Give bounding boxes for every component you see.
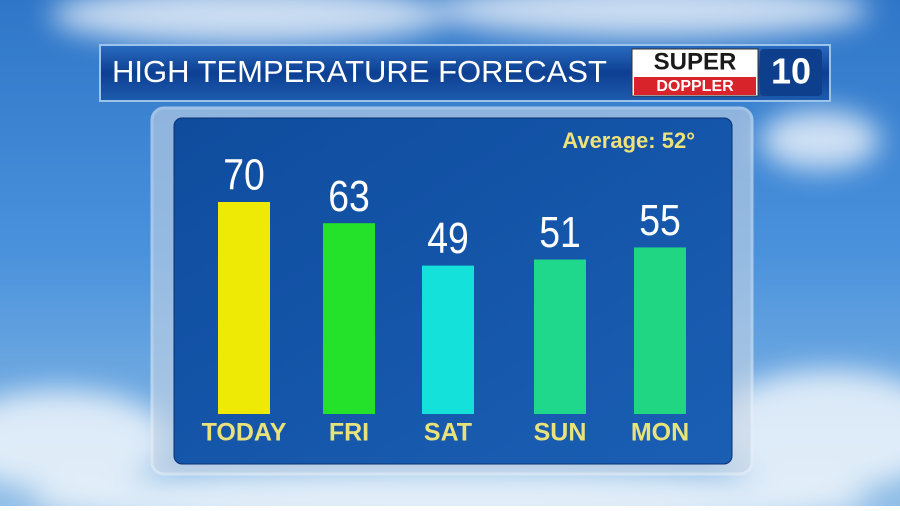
- logo-doppler: DOPPLER: [656, 78, 734, 95]
- logo-super: SUPER: [654, 48, 737, 75]
- bars: 70 TODAY 63 FRI 49 SAT 51 SUN 55 MON: [202, 150, 690, 447]
- category-label: MON: [631, 419, 689, 447]
- bar: [218, 202, 270, 414]
- bar: [634, 247, 686, 414]
- value-label: 63: [328, 171, 370, 221]
- value-label: 49: [427, 213, 469, 263]
- chart-title: HIGH TEMPERATURE FORECAST: [112, 54, 607, 89]
- bar: [323, 223, 375, 414]
- value-label: 55: [639, 195, 681, 245]
- value-label: 51: [539, 207, 581, 257]
- logo-ten-box: [760, 49, 822, 96]
- bar: [534, 259, 586, 414]
- average-label: Average: 52°: [562, 128, 695, 153]
- bar: [422, 265, 474, 414]
- value-label: 70: [223, 150, 265, 200]
- logo: SUPER DOPPLER 10: [631, 48, 822, 97]
- category-label: SAT: [424, 419, 472, 447]
- logo-ten: 10: [771, 51, 811, 92]
- category-label: SUN: [534, 419, 587, 447]
- logo-red: [634, 77, 756, 95]
- category-label: TODAY: [202, 419, 287, 447]
- category-label: FRI: [329, 419, 369, 447]
